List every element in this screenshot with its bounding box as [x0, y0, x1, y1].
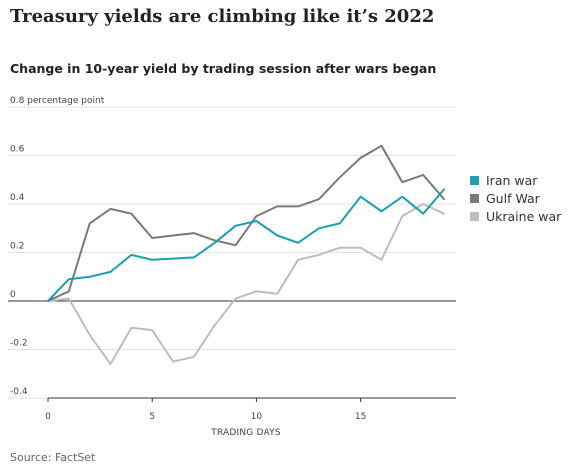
legend-label-ukraine-war: Ukraine war: [486, 209, 562, 224]
legend-swatch-ukraine-war: [470, 212, 479, 221]
x-tick-label: 0: [45, 412, 51, 422]
y-tick-labels: 0.8 percentage point 0.6 0.4 0.2 0 -0.2 -0.4: [10, 96, 105, 397]
legend-label-gulf-war: Gulf War: [486, 191, 541, 206]
x-tick-label: 5: [149, 412, 155, 422]
legend-label-iran-war: Iran war: [486, 173, 538, 188]
chart-headline: Treasury yields are climbing like it’s 2…: [10, 6, 435, 27]
legend-swatch-iran-war: [470, 176, 479, 185]
legend-swatch-gulf-war: [470, 194, 479, 203]
series-line-iran-war: [47, 188, 445, 302]
y-tick-label: 0.8 percentage point: [10, 96, 105, 106]
y-tick-label: 0: [10, 290, 16, 300]
series-lines: [47, 144, 445, 366]
y-tick-label: -0.4: [10, 387, 28, 397]
y-tick-label: 0.6: [10, 145, 25, 155]
x-tick-label: 10: [251, 412, 263, 422]
y-tick-label: -0.2: [10, 339, 28, 349]
x-axis: 0 5 10 15: [45, 397, 456, 422]
y-tick-label: 0.2: [10, 242, 24, 252]
series-line-gulf-war: [47, 144, 445, 302]
y-tick-label: 0.4: [10, 193, 25, 203]
series-line-ukraine-war: [47, 203, 445, 366]
x-axis-title: TRADING DAYS: [210, 428, 281, 438]
source-note: Source: FactSet: [10, 451, 96, 464]
x-tick-label: 15: [355, 412, 366, 422]
legend: Iran war Gulf War Ukraine war: [470, 173, 562, 224]
gridlines: [8, 106, 456, 399]
chart-title: Change in 10-year yield by trading sessi…: [10, 61, 437, 76]
